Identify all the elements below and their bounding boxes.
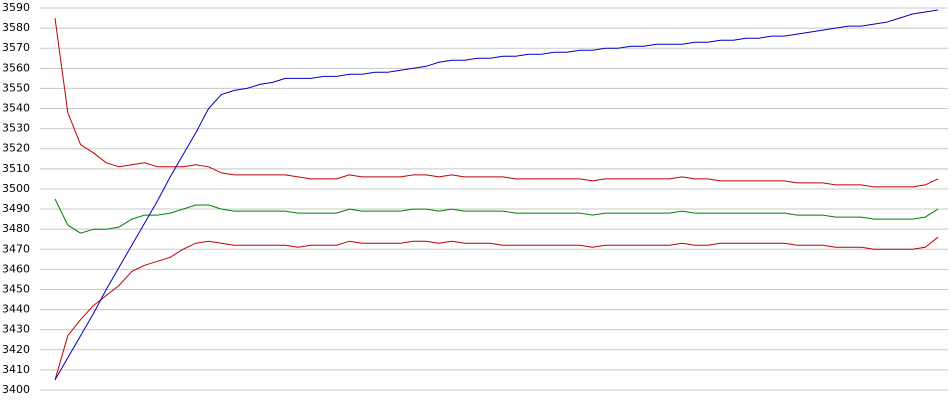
y-tick-label: 3420	[2, 343, 30, 356]
y-tick-label: 3450	[2, 282, 30, 295]
series-line	[54, 18, 939, 188]
series-line	[54, 9, 939, 381]
y-tick-label: 3560	[2, 61, 30, 74]
y-tick-label: 3550	[2, 81, 30, 94]
y-tick-label: 3470	[2, 242, 30, 255]
y-tick-label: 3500	[2, 182, 30, 195]
y-tick-label: 3540	[2, 102, 30, 115]
y-tick-label: 3520	[2, 142, 30, 155]
series-line	[54, 198, 939, 234]
y-tick-label: 3590	[2, 1, 30, 14]
y-tick-label: 3570	[2, 41, 30, 54]
y-tick-label: 3510	[2, 162, 30, 175]
y-tick-label: 3430	[2, 323, 30, 336]
y-tick-label: 3580	[2, 21, 30, 34]
y-tick-label: 3480	[2, 222, 30, 235]
y-tick-label: 3530	[2, 122, 30, 135]
y-tick-label: 3460	[2, 262, 30, 275]
series-line	[54, 236, 939, 381]
y-tick-label: 3490	[2, 202, 30, 215]
y-tick-label: 3440	[2, 303, 30, 316]
y-tick-label: 3410	[2, 363, 30, 376]
y-tick-label: 3400	[2, 383, 30, 396]
